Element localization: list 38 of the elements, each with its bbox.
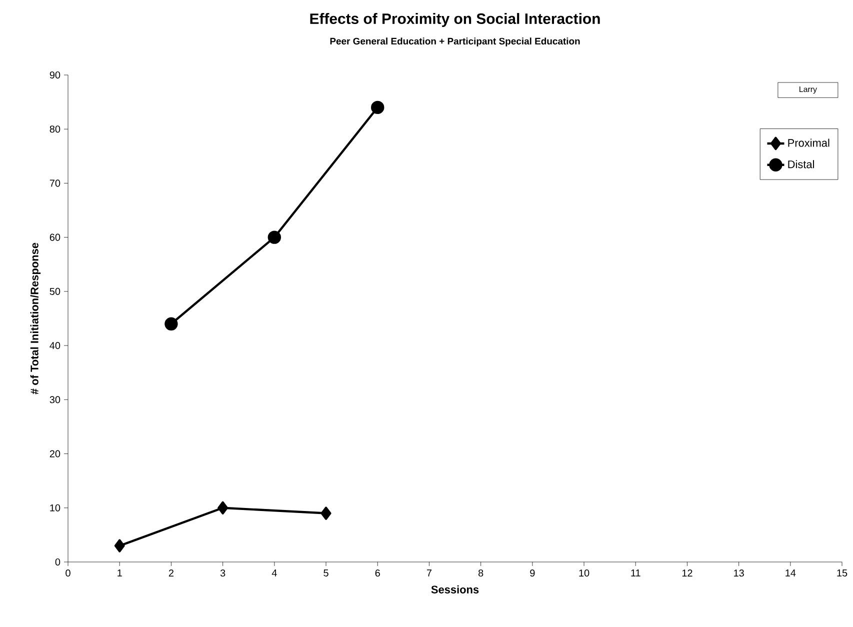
legend-label: Proximal: [788, 138, 830, 147]
legend-label: Distal: [788, 160, 814, 168]
x-tick-label: 2: [168, 570, 174, 576]
y-tick-label: 30: [50, 396, 60, 404]
x-tick-label: 4: [272, 570, 277, 576]
chart-title: Effects of Proximity on Social Interaction: [310, 13, 600, 27]
x-tick-label: 15: [837, 570, 848, 576]
point: [268, 230, 282, 244]
x-tick-label: 3: [220, 570, 226, 577]
y-axis-title: # of Total Initiation/Response: [30, 242, 41, 394]
x-tick-label: 5: [324, 570, 328, 576]
x-axis-title: Sessions: [431, 585, 479, 594]
point: [371, 100, 384, 114]
y-tick-label: 0: [55, 558, 60, 566]
x-tick-label: 14: [786, 570, 796, 576]
y-tick-label: 80: [50, 126, 60, 133]
x-tick-label: 1: [118, 570, 122, 576]
x-tick-label: 11: [631, 570, 640, 576]
x-tick-label: 6: [375, 570, 380, 577]
y-tick-label: 90: [50, 71, 60, 79]
point: [320, 506, 332, 520]
chart-subtitle: Peer General Education + Participant Special Education: [330, 38, 580, 46]
y-tick-label: 10: [50, 504, 60, 512]
x-tick-label: 12: [682, 570, 692, 576]
x-tick-label: 9: [530, 570, 535, 577]
y-tick-label: 60: [50, 234, 60, 241]
x-tick-label: 13: [734, 570, 744, 577]
x-tick-label: 0: [66, 570, 70, 577]
point: [218, 501, 228, 514]
x-tick-label: 10: [579, 570, 590, 577]
point: [164, 317, 178, 330]
y-tick-label: 40: [50, 342, 60, 350]
x-tick-label: 8: [478, 570, 484, 577]
point: [114, 539, 125, 552]
y-tick-label: 20: [50, 450, 60, 458]
y-tick-label: 50: [50, 288, 60, 295]
x-tick-label: 7: [426, 570, 432, 576]
y-tick-label: 70: [50, 180, 60, 187]
